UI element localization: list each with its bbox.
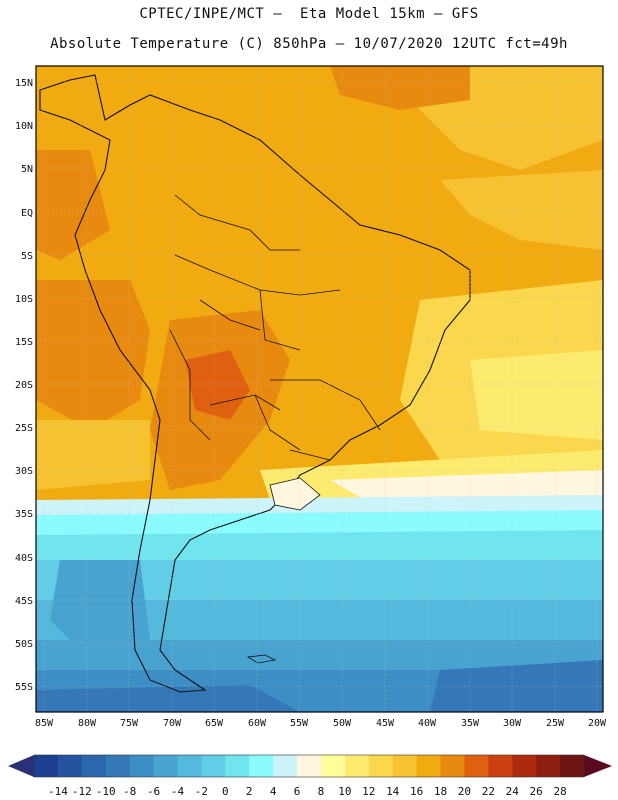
colorbar-tick-label: -14 bbox=[48, 785, 68, 798]
colorbar-tick-label: 2 bbox=[246, 785, 253, 798]
colorbar-tick-label: -2 bbox=[195, 785, 208, 798]
lat-label: 25S bbox=[15, 423, 33, 434]
colorbar-tick-label: 8 bbox=[318, 785, 325, 798]
lat-label: 10S bbox=[15, 294, 33, 305]
lon-label: 80W bbox=[78, 718, 97, 729]
lat-label: 55S bbox=[15, 682, 33, 693]
colorbar-tick-label: -8 bbox=[123, 785, 136, 798]
colorbar-swatch bbox=[416, 755, 442, 777]
lon-label: 25W bbox=[546, 718, 565, 729]
colorbar-swatch bbox=[464, 755, 489, 777]
colorbar-swatch bbox=[249, 755, 274, 777]
colorbar-tick-label: 26 bbox=[530, 785, 543, 798]
colorbar-min-arrow bbox=[8, 755, 34, 777]
colorbar-swatch bbox=[344, 755, 370, 777]
lon-label: 50W bbox=[333, 718, 352, 729]
lat-label: 15S bbox=[15, 337, 33, 348]
colorbar-tick-label: -4 bbox=[171, 785, 185, 798]
lon-label: 60W bbox=[248, 718, 267, 729]
colorbar-swatch bbox=[297, 755, 322, 777]
map-title-line2: Absolute Temperature (C) 850hPa – 10/07/… bbox=[50, 36, 568, 52]
colorbar-tick-label: 12 bbox=[362, 785, 375, 798]
lat-label: 5N bbox=[21, 164, 33, 175]
colorbar-swatch bbox=[201, 755, 226, 777]
colorbar-swatch bbox=[512, 755, 537, 777]
colorbar-swatch bbox=[153, 755, 178, 777]
lon-label: 20W bbox=[588, 718, 607, 729]
longitude-axis: 85W 80W 75W 70W 65W 60W 55W 50W 45W 40W … bbox=[35, 718, 607, 729]
colorbar-tick-label: -6 bbox=[147, 785, 160, 798]
colorbar-swatch bbox=[320, 755, 346, 777]
colorbar-swatch bbox=[273, 755, 298, 777]
map-title-line1: CPTEC/INPE/MCT – Eta Model 15km – GFS bbox=[139, 6, 479, 22]
lat-label: 10N bbox=[15, 121, 33, 132]
colorbar-swatch bbox=[57, 755, 83, 777]
colorbar-tick-label: 16 bbox=[410, 785, 423, 798]
colorbar-tick-label: 24 bbox=[506, 785, 520, 798]
colorbar-swatch bbox=[488, 755, 513, 777]
colorbar-tick-label: 6 bbox=[294, 785, 301, 798]
colorbar-swatch bbox=[440, 755, 465, 777]
lat-label: 5S bbox=[21, 251, 33, 262]
lat-label: EQ bbox=[21, 208, 33, 219]
lat-label: 50S bbox=[15, 639, 33, 650]
colorbar-tick-label: -12 bbox=[72, 785, 92, 798]
colorbar-tick-label: 28 bbox=[553, 785, 566, 798]
colorbar-tick-label: 14 bbox=[386, 785, 400, 798]
latitude-axis: 15N 10N 5N EQ 5S 10S 15S 20S 25S 30S 35S… bbox=[15, 78, 33, 693]
colorbar-tick-label: 10 bbox=[338, 785, 351, 798]
map-frame bbox=[35, 65, 604, 713]
lat-label: 15N bbox=[15, 78, 33, 89]
colorbar-swatch bbox=[536, 755, 561, 777]
colorbar-swatch bbox=[34, 755, 59, 777]
colorbar-swatch bbox=[81, 755, 107, 777]
colorbar-labels: -14 -12 -10 -8 -6 -4 -2 0 2 4 6 8 10 12 14 16 18 20 22 24 26… bbox=[48, 785, 567, 798]
colorbar-tick-label: 18 bbox=[434, 785, 447, 798]
colorbar-swatch bbox=[392, 755, 418, 777]
colorbar-swatch bbox=[560, 755, 585, 777]
lat-label: 40S bbox=[15, 553, 33, 564]
lon-label: 35W bbox=[461, 718, 480, 729]
lat-label: 20S bbox=[15, 380, 33, 391]
temperature-field bbox=[36, 66, 603, 712]
lat-label: 45S bbox=[15, 596, 33, 607]
colorbar-tick-label: 4 bbox=[270, 785, 277, 798]
colorbar-swatch bbox=[368, 755, 394, 777]
lon-label: 40W bbox=[418, 718, 437, 729]
lat-label: 30S bbox=[15, 466, 33, 477]
colorbar-swatch bbox=[129, 755, 155, 777]
colorbar-tick-label: -10 bbox=[96, 785, 116, 798]
lat-label: 35S bbox=[15, 509, 33, 520]
lon-label: 65W bbox=[205, 718, 224, 729]
lon-label: 70W bbox=[163, 718, 182, 729]
colorbar-swatch bbox=[225, 755, 250, 777]
colorbar-swatch bbox=[177, 755, 202, 777]
colorbar bbox=[8, 754, 612, 778]
colorbar-frame bbox=[33, 754, 585, 778]
colorbar-swatch bbox=[105, 755, 131, 777]
colorbar-tick-label: 20 bbox=[458, 785, 471, 798]
lon-label: 85W bbox=[35, 718, 54, 729]
lon-label: 75W bbox=[120, 718, 139, 729]
lon-label: 30W bbox=[503, 718, 522, 729]
lon-label: 45W bbox=[376, 718, 395, 729]
colorbar-tick-label: 22 bbox=[482, 785, 495, 798]
lon-label: 55W bbox=[290, 718, 309, 729]
colorbar-max-arrow bbox=[584, 755, 612, 777]
colorbar-tick-label: 0 bbox=[222, 785, 229, 798]
